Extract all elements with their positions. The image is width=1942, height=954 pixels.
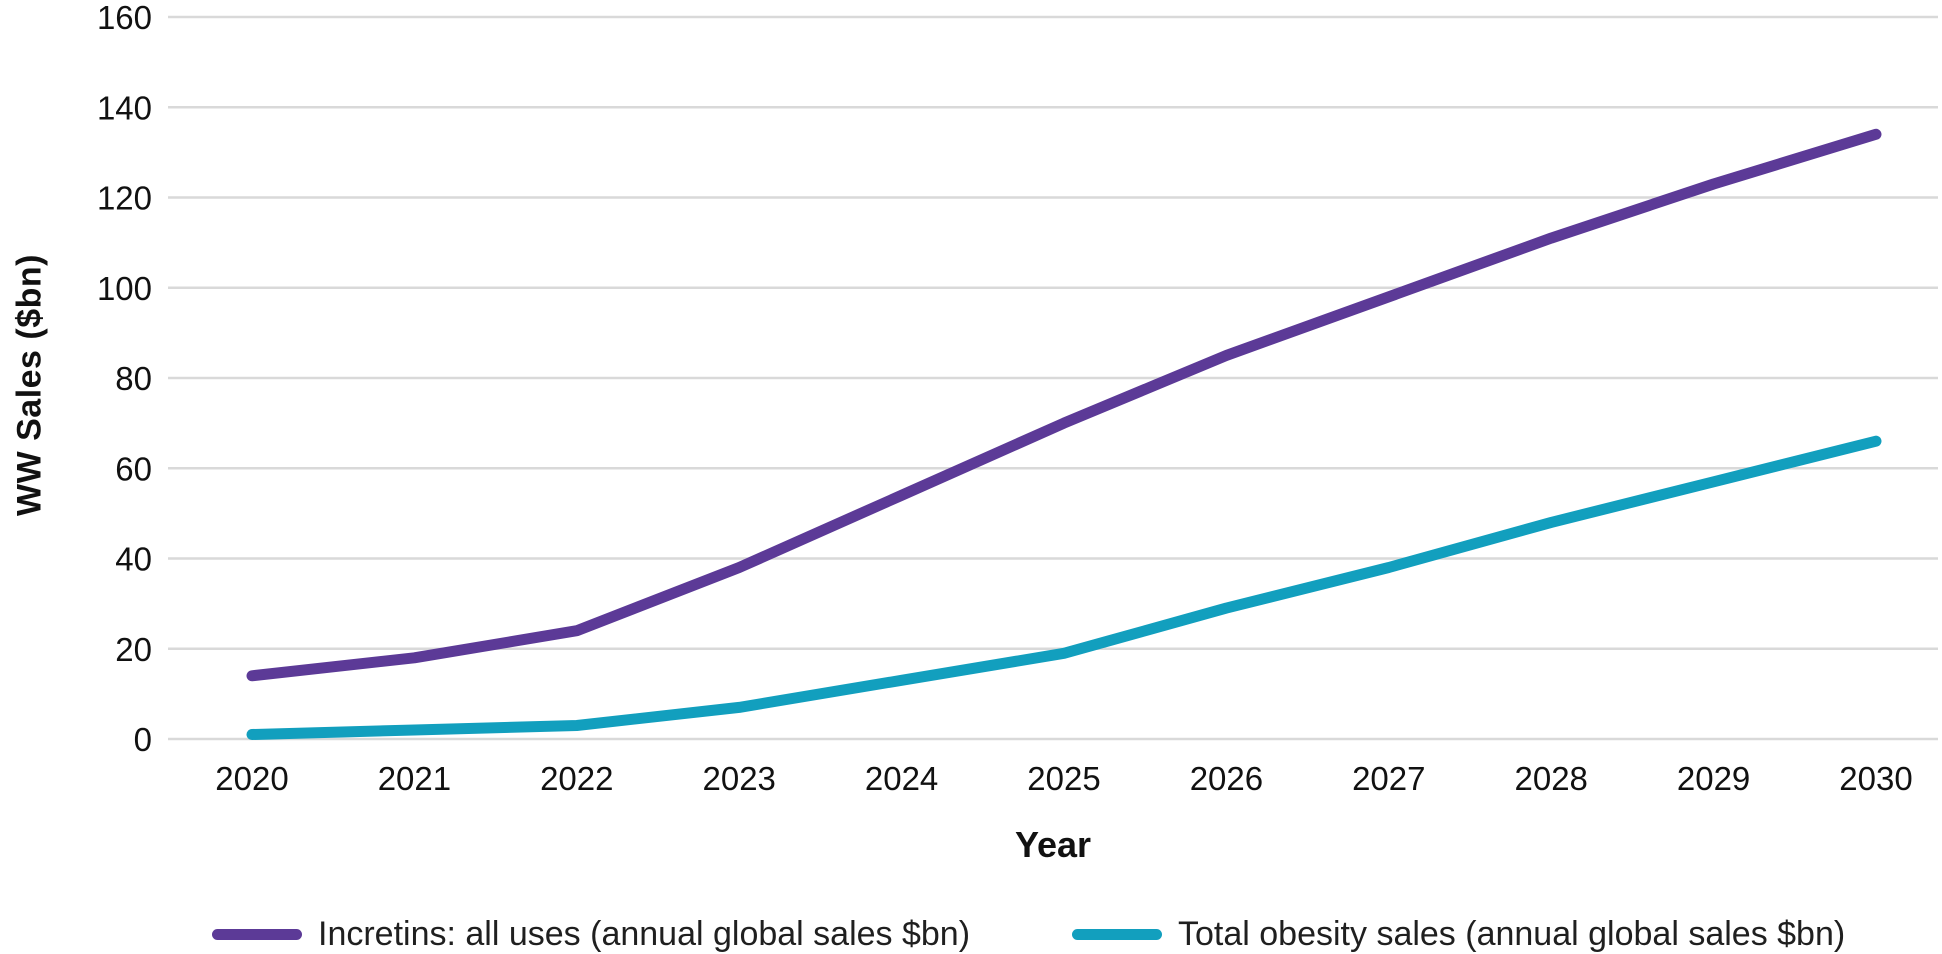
x-axis-tick-label: 2021 <box>378 760 451 797</box>
legend-item-incretins: Incretins: all uses (annual global sales… <box>212 910 970 954</box>
y-axis-tick-label: 80 <box>115 360 152 397</box>
incretins-line-swatch <box>212 928 302 940</box>
y-axis-tick-label: 20 <box>115 631 152 668</box>
y-axis-tick-label: 120 <box>97 180 152 217</box>
x-axis-tick-label: 2020 <box>215 760 288 797</box>
x-axis-tick-label: 2025 <box>1027 760 1100 797</box>
x-axis-tick-label: 2027 <box>1352 760 1425 797</box>
x-axis-tick-label: 2023 <box>702 760 775 797</box>
x-axis-tick-label: 2028 <box>1514 760 1587 797</box>
y-axis-tick-label: 0 <box>134 721 152 758</box>
x-axis-tick-label: 2026 <box>1190 760 1263 797</box>
x-axis-title: Year <box>1014 824 1092 865</box>
legend-item-total-obesity: Total obesity sales (annual global sales… <box>1072 910 1845 954</box>
y-axis-title: WW Sales ($bn) <box>10 253 49 517</box>
y-axis-tick-label: 40 <box>115 541 152 578</box>
x-axis-tick-label: 2022 <box>540 760 613 797</box>
x-axis-tick-label: 2029 <box>1677 760 1750 797</box>
x-axis-tick-label: 2030 <box>1839 760 1912 797</box>
total-obesity-line-swatch <box>1072 928 1162 940</box>
legend-label-incretins: Incretins: all uses (annual global sales… <box>318 914 971 953</box>
x-axis-tick-label: 2024 <box>865 760 938 797</box>
y-axis-tick-label: 140 <box>97 89 152 126</box>
legend-label-total-obesity: Total obesity sales (annual global sales… <box>1178 914 1846 953</box>
y-axis-tick-label: 100 <box>97 270 152 307</box>
series-line-total-obesity <box>246 435 1882 740</box>
series-line-incretins <box>246 128 1882 682</box>
y-axis-tick-label: 60 <box>115 450 152 487</box>
y-axis-tick-label: 160 <box>97 0 152 36</box>
